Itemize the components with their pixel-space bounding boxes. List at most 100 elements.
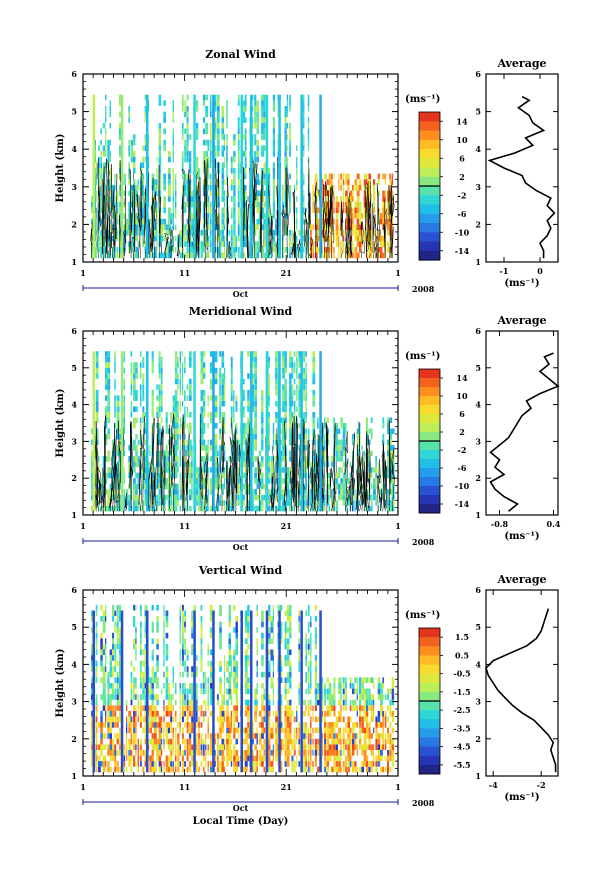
month-label: Oct [233,803,249,813]
colorbar-tick-label: 2 [459,172,465,182]
colorbar-cell [419,149,440,159]
colorbar-tick-label: -10 [455,481,470,491]
colorbar-cell [419,112,440,122]
average-title: Average [496,573,546,586]
average-y-tick-label: 5 [475,363,481,373]
colorbar-cell [419,450,440,460]
average-y-tick-label: 1 [475,257,481,267]
average-y-tick-label: 2 [475,473,481,483]
colorbar-tick-label: 0.5 [455,650,469,660]
colorbar-cell [419,755,440,766]
colorbar-tick-label: -2.5 [453,705,470,715]
colorbar-cell [419,628,440,638]
month-label: Oct [233,289,249,299]
average-y-tick-label: 3 [475,697,481,707]
colorbar-tick-label: -2 [458,445,467,455]
y-axis: 1 2 3 4 5 6 [71,69,398,267]
average-y-tick-label: 4 [475,659,481,669]
colorbar-tick-label: 6 [459,153,465,163]
colorbar-tick-label: -4.5 [453,742,470,752]
y-axis: 1 2 3 4 5 6 [71,326,398,520]
average-x-tick-label: -0.8 [491,519,509,529]
plot-frame [82,330,399,516]
average-x-label: (ms⁻¹) [504,531,539,542]
x-tick-label: 11 [179,521,190,531]
year-label: 2008 [412,284,435,294]
average-x-tick-label: -4 [489,780,498,790]
colorbar-cell [419,176,440,187]
average-x-label: (ms⁻¹) [504,792,539,803]
colorbar-cell [419,121,440,132]
average-x-label: (ms⁻¹) [504,278,539,289]
x-axis: 1 11 21 1 [80,590,401,792]
y-tick-label: 2 [71,734,77,744]
average-frame [485,73,559,263]
colorbar-cell [419,158,440,169]
average-y-tick-label: 6 [475,326,481,336]
colorbar-tick-label: 2 [459,427,465,437]
chart-title: Zonal Wind [205,48,276,61]
colorbar-cell [419,719,440,729]
average-y-tick-label: 2 [475,219,481,229]
colorbar-cell [419,701,440,711]
colorbar-cell [419,130,440,141]
average-line [487,95,556,259]
colorbar-cell [419,139,440,150]
y-tick-label: 3 [71,436,77,446]
colorbar-tick-label: -1.5 [453,687,470,697]
x-axis: 1 11 21 1 [80,331,401,531]
colorbar-cell [419,387,440,397]
colorbar-tick-label: 1.5 [455,632,469,642]
y-tick-label: 2 [71,219,77,229]
average-frame [485,589,559,777]
colorbar-tick-label: -6 [458,209,467,219]
y-tick-label: 6 [71,69,77,79]
month-label: Oct [233,542,249,552]
average-line [489,352,560,512]
y-tick-label: 5 [71,622,77,632]
average-y-tick-label: 4 [475,144,481,154]
colorbar-cell [419,378,440,388]
x-tick-label: 21 [281,782,292,792]
y-tick-label: 4 [71,400,77,410]
year-label: 2008 [412,798,435,808]
y-tick-label: 6 [71,585,77,595]
average-frame [485,330,559,516]
y-axis-label: Height (km) [55,389,66,458]
x-tick-label: 1 [80,782,86,792]
colorbar-tick-label: 14 [456,373,468,383]
x-axis: 1 11 21 1 [80,74,401,278]
x-tick-label: 1 [80,268,86,278]
colorbar-cell [419,646,440,656]
colorbar-unit: (ms⁻¹) [405,351,440,362]
chart-title: Vertical Wind [198,564,283,577]
colorbar-tick-label: -14 [455,499,470,509]
average-x-tick-label: 0.4 [547,519,561,529]
colorbar-cell [419,637,440,647]
colorbar-cell [419,423,440,433]
colorbar-cell [419,691,440,702]
colorbar-tick-label: -3.5 [453,723,470,733]
colorbar-cell [419,232,440,243]
x-tick-label: 21 [281,268,292,278]
heatmap-field [90,94,395,259]
colorbar-cell [419,432,440,442]
x-tick-label: 11 [179,782,190,792]
colorbar-unit: (ms⁻¹) [405,94,440,105]
average-x-tick-label: -2 [537,780,546,790]
colorbar-cell [419,486,440,496]
colorbar-cell [419,167,440,178]
average-y-tick-label: 5 [475,107,481,117]
colorbar-cell [419,655,440,665]
y-tick-label: 3 [71,697,77,707]
average-y-tick-label: 4 [475,400,481,410]
x-tick-label: 1 [395,782,401,792]
colorbar-cell [419,223,440,233]
y-tick-label: 5 [71,107,77,117]
colorbar-cell [419,664,440,675]
colorbar-tick-label: 10 [456,135,468,145]
average-y-tick-label: 6 [475,585,481,595]
y-axis-label: Height (km) [55,134,66,203]
